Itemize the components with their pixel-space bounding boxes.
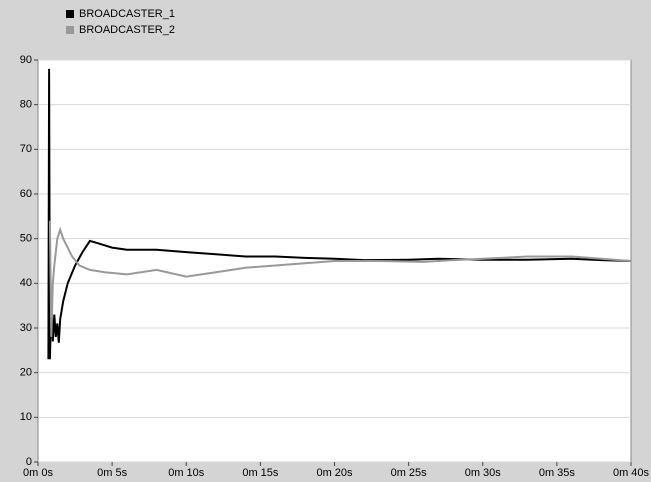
legend-label: BROADCASTER_2 bbox=[79, 24, 175, 36]
y-tick-label: 20 bbox=[20, 367, 32, 379]
y-tick-label: 10 bbox=[20, 411, 32, 423]
legend-swatch bbox=[66, 10, 74, 18]
series-line bbox=[47, 68, 632, 360]
y-tick-label: 30 bbox=[20, 322, 32, 334]
y-tick-label: 70 bbox=[20, 143, 32, 155]
x-tick-label: 0m 30s bbox=[465, 467, 502, 479]
series-line bbox=[48, 220, 632, 337]
y-tick-label: 80 bbox=[20, 99, 32, 111]
y-tick-label: 0 bbox=[26, 456, 32, 468]
x-tick-label: 0m 5s bbox=[97, 467, 127, 479]
y-tick-label: 60 bbox=[20, 188, 32, 200]
x-tick-label: 0m 10s bbox=[168, 467, 205, 479]
y-tick-label: 90 bbox=[20, 54, 32, 66]
x-tick-label: 0m 35s bbox=[539, 467, 576, 479]
x-tick-label: 0m 40s bbox=[613, 467, 650, 479]
y-tick-label: 40 bbox=[20, 277, 32, 289]
legend-label: BROADCASTER_1 bbox=[79, 8, 175, 20]
x-tick-label: 0m 20s bbox=[316, 467, 353, 479]
x-tick-label: 0m 25s bbox=[391, 467, 428, 479]
legend-swatch bbox=[66, 26, 74, 34]
x-tick-label: 0m 0s bbox=[23, 467, 53, 479]
x-tick-label: 0m 15s bbox=[242, 467, 279, 479]
y-tick-label: 50 bbox=[20, 233, 32, 245]
